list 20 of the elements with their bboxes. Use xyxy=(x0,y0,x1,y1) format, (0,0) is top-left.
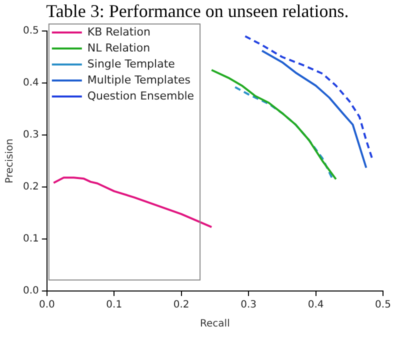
x-tick-label: 0.3 xyxy=(240,300,257,311)
legend-label: KB Relation xyxy=(87,25,150,38)
x-tick-label: 0.1 xyxy=(106,300,122,311)
y-tick-label: 0.1 xyxy=(22,234,39,245)
x-tick-label: 0.5 xyxy=(375,300,391,311)
y-tick-label: 0.2 xyxy=(22,182,39,193)
y-tick-label: 0.5 xyxy=(22,26,39,37)
y-tick-label: 0.3 xyxy=(22,130,39,141)
legend-label: NL Relation xyxy=(87,41,150,54)
caption: Table 3: Performance on unseen relations. xyxy=(45,0,350,22)
x-tick-label: 0.2 xyxy=(173,300,190,311)
x-tick-label: 0.0 xyxy=(38,300,55,311)
y-tick-label: 0.0 xyxy=(22,286,39,297)
legend-label: Single Template xyxy=(87,57,176,70)
legend-label: Question Ensemble xyxy=(87,89,194,102)
x-tick-label: 0.4 xyxy=(308,300,324,311)
y-axis-title: Precision xyxy=(4,138,16,184)
legend-label: Multiple Templates xyxy=(87,73,191,86)
x-axis-title: Recall xyxy=(200,318,230,330)
y-tick-label: 0.4 xyxy=(22,78,39,89)
